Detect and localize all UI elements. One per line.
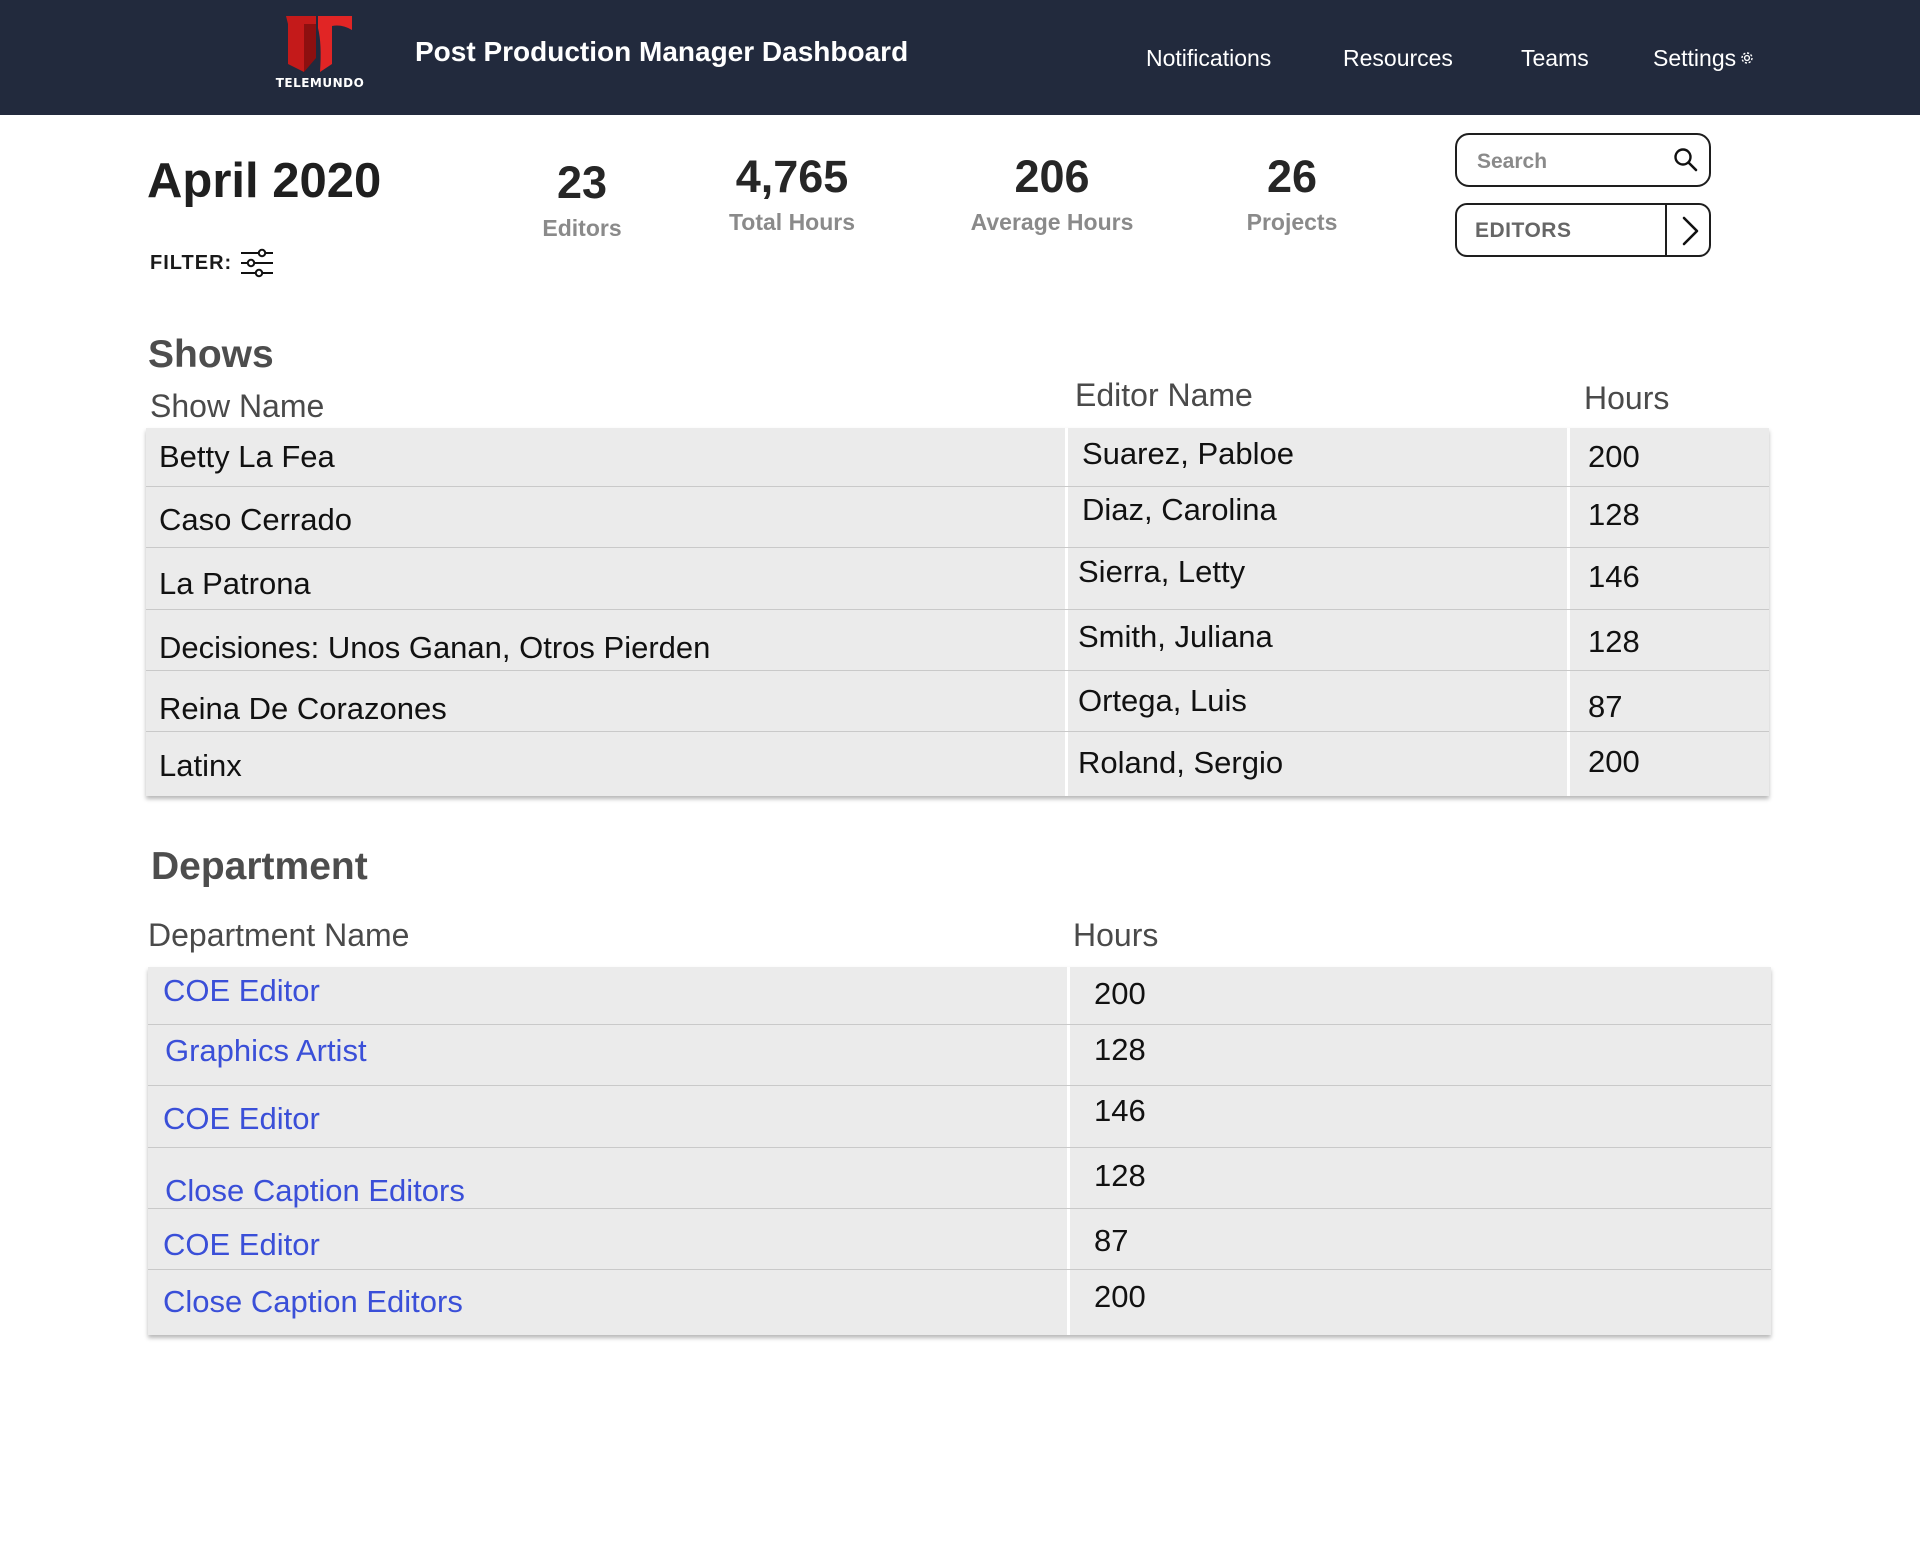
department-section-title: Department [151, 845, 368, 888]
hours-cell: 200 [1588, 439, 1640, 474]
stat-projects-label: Projects [1246, 209, 1338, 235]
editor-name-cell: Smith, Juliana [1078, 619, 1273, 654]
app-title: Post Production Manager Dashboard [415, 36, 909, 67]
col-editor-name: Editor Name [1075, 377, 1253, 413]
col-department-hours: Hours [1073, 917, 1159, 953]
stat-projects-value: 26 [1266, 151, 1318, 202]
nav-settings[interactable]: Settings [1653, 45, 1755, 72]
table-row[interactable]: Close Caption Editors 200 [148, 1270, 1771, 1335]
editors-dropdown-value: EDITORS [1475, 219, 1572, 242]
telemundo-logo[interactable]: TELEMUNDO [272, 14, 368, 94]
chevron-right-icon[interactable] [1677, 215, 1703, 247]
hours-cell: 87 [1588, 689, 1623, 724]
top-navigation-bar: TELEMUNDO Post Production Manager Dashbo… [0, 0, 1920, 115]
table-row[interactable]: Latinx Roland, Sergio 200 [146, 732, 1769, 796]
nav-notifications[interactable]: Notifications [1146, 45, 1272, 71]
editor-name-cell: Diaz, Carolina [1082, 492, 1277, 527]
department-hours-cell: 200 [1094, 976, 1146, 1011]
stat-average-hours: 206 Average Hours [942, 154, 1162, 236]
col-department-name: Department Name [148, 917, 410, 953]
show-name-cell: Reina De Corazones [159, 691, 447, 726]
department-link[interactable]: Close Caption Editors [163, 1284, 463, 1319]
table-row[interactable]: La Patrona Sierra, Letty 146 [146, 548, 1769, 610]
department-table-divider [1067, 967, 1070, 1335]
table-row[interactable]: COE Editor 87 [148, 1209, 1771, 1270]
stat-average-hours-label: Average Hours [970, 209, 1134, 235]
period-title: April 2020 [147, 154, 382, 208]
department-hours-cell: 128 [1094, 1158, 1146, 1193]
table-row[interactable]: Reina De Corazones Ortega, Luis 87 [146, 671, 1769, 732]
shows-table-divider [1065, 428, 1068, 796]
col-show-name: Show Name [150, 388, 325, 424]
stat-average-hours-value: 206 [1014, 151, 1090, 202]
stat-editors-value: 23 [556, 157, 608, 208]
editor-name-cell: Suarez, Pabloe [1082, 436, 1294, 471]
stat-total-hours-value: 4,765 [735, 151, 849, 202]
editors-dropdown[interactable]: EDITORS [1455, 203, 1711, 257]
shows-table-divider [1567, 428, 1570, 796]
nav-settings-label: Settings [1653, 45, 1737, 71]
col-hours: Hours [1584, 380, 1670, 416]
department-link[interactable]: Close Caption Editors [165, 1173, 465, 1208]
department-link[interactable]: COE Editor [163, 1227, 320, 1262]
show-name-cell: Decisiones: Unos Ganan, Otros Pierden [159, 630, 711, 665]
gear-icon [1741, 52, 1753, 64]
department-hours-cell: 146 [1094, 1093, 1146, 1128]
stat-total-hours: 4,765 Total Hours [712, 154, 872, 236]
hours-cell: 128 [1588, 624, 1640, 659]
filter-label: FILTER: [150, 251, 233, 274]
editors-dropdown-divider [1665, 205, 1667, 255]
hours-cell: 200 [1588, 744, 1640, 779]
show-name-cell: La Patrona [159, 566, 311, 601]
table-row[interactable]: COE Editor 200 [148, 967, 1771, 1025]
editor-name-cell: Roland, Sergio [1078, 745, 1284, 780]
editor-name-cell: Sierra, Letty [1078, 554, 1246, 589]
filter-control[interactable]: FILTER: [150, 248, 274, 278]
telemundo-t-icon [286, 16, 352, 72]
show-name-cell: Betty La Fea [159, 439, 335, 474]
table-row[interactable]: Graphics Artist 128 [148, 1025, 1771, 1086]
stat-editors-label: Editors [542, 215, 622, 241]
shows-table: Betty La Fea Suarez, Pabloe 200 Caso Cer… [146, 428, 1769, 796]
hours-cell: 146 [1588, 559, 1640, 594]
table-row[interactable]: Close Caption Editors 128 [148, 1148, 1771, 1209]
stat-editors: 23 Editors [520, 160, 644, 242]
shows-section-title: Shows [148, 333, 274, 376]
hours-cell: 128 [1588, 497, 1640, 532]
show-name-cell: Latinx [159, 748, 242, 783]
department-hours-cell: 87 [1094, 1223, 1129, 1258]
editor-name-cell: Ortega, Luis [1078, 683, 1247, 718]
stat-projects: 26 Projects [1222, 154, 1362, 236]
search-input[interactable] [1475, 147, 1679, 177]
show-name-cell: Caso Cerrado [159, 502, 352, 537]
search-icon[interactable] [1673, 147, 1699, 173]
search-box[interactable] [1455, 133, 1711, 187]
department-hours-cell: 200 [1094, 1279, 1146, 1314]
department-link[interactable]: COE Editor [163, 973, 320, 1008]
table-row[interactable]: Decisiones: Unos Ganan, Otros Pierden Sm… [146, 610, 1769, 671]
logo-wordmark: TELEMUNDO [275, 76, 365, 90]
department-table: COE Editor 200 Graphics Artist 128 COE E… [148, 967, 1771, 1335]
nav-teams[interactable]: Teams [1521, 45, 1589, 71]
table-row[interactable]: Betty La Fea Suarez, Pabloe 200 [146, 428, 1769, 487]
department-hours-cell: 128 [1094, 1032, 1146, 1067]
table-row[interactable]: COE Editor 146 [148, 1086, 1771, 1148]
table-row[interactable]: Caso Cerrado Diaz, Carolina 128 [146, 487, 1769, 548]
stat-total-hours-label: Total Hours [728, 209, 856, 235]
sliders-icon [241, 248, 274, 278]
nav-resources[interactable]: Resources [1343, 45, 1453, 71]
department-link[interactable]: COE Editor [163, 1101, 320, 1136]
department-link[interactable]: Graphics Artist [165, 1033, 367, 1068]
